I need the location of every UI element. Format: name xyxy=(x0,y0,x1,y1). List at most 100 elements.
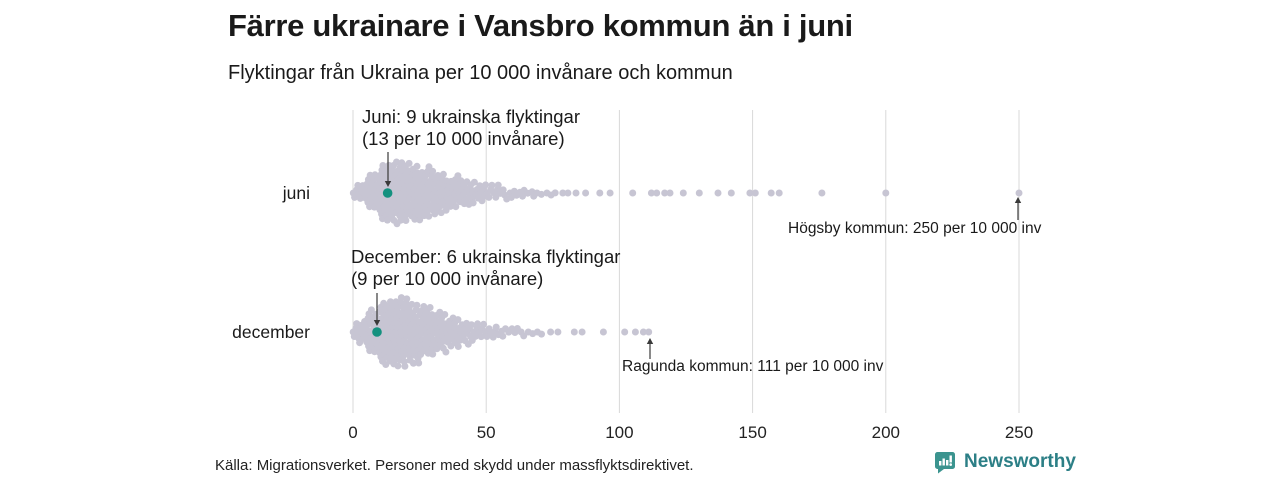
x-tick-label: 50 xyxy=(476,423,496,442)
annotation-arrowhead xyxy=(384,181,392,187)
swarm-dot xyxy=(397,216,405,224)
swarm-dot xyxy=(413,301,421,309)
row-label-juni: juni xyxy=(282,183,310,203)
swarm-dot xyxy=(631,328,639,336)
logo-exclamation-dot-icon xyxy=(949,463,952,466)
x-tick-label: 150 xyxy=(738,423,767,442)
swarm-dot xyxy=(538,330,545,338)
swarm-dot xyxy=(666,189,674,197)
swarm-dot xyxy=(397,294,405,302)
swarm-dot xyxy=(474,320,482,328)
swarm-dot xyxy=(488,181,496,189)
swarm-dot xyxy=(482,181,490,189)
swarm-dot xyxy=(564,189,572,197)
swarm-dot xyxy=(425,212,433,220)
swarm-dot xyxy=(499,332,507,340)
swarm-dot xyxy=(494,181,502,189)
swarm-dot xyxy=(582,189,590,197)
swarm-dot xyxy=(679,189,687,197)
swarm-dot xyxy=(647,189,655,197)
source-note: Källa: Migrationsverket. Personer med sk… xyxy=(215,457,694,474)
swarm-dot xyxy=(439,170,447,178)
swarm-dot xyxy=(751,189,759,197)
x-tick-label: 100 xyxy=(605,423,634,442)
swarm-dot xyxy=(519,192,526,200)
swarm-dot xyxy=(629,189,637,197)
annotation-arrowhead xyxy=(1014,197,1022,203)
logo-exclamation-icon xyxy=(949,455,952,463)
swarm-dot xyxy=(775,189,783,197)
swarm-dot xyxy=(356,194,364,202)
annotation-line: (9 per 10 000 invånare) xyxy=(351,268,544,289)
swarm-dot xyxy=(578,328,586,336)
logo-bar-icon xyxy=(946,460,949,466)
swarm-dot xyxy=(401,362,409,370)
swarm-dot xyxy=(480,320,488,328)
swarm-dot xyxy=(452,203,460,211)
swarm-dot xyxy=(714,189,722,197)
swarm-dot xyxy=(413,162,421,170)
annotation-line: (13 per 10 000 invånare) xyxy=(362,128,565,149)
swarm-dot xyxy=(767,189,775,197)
swarm-dot xyxy=(402,217,410,224)
swarm-dot xyxy=(416,216,424,224)
swarm-dot xyxy=(551,189,559,197)
annotation-hogsby: Högsby kommun: 250 per 10 000 inv xyxy=(788,220,1042,237)
swarm-dot xyxy=(454,172,462,180)
swarm-dot xyxy=(572,189,580,197)
logo-bar-icon xyxy=(939,461,942,466)
swarm-dot xyxy=(394,362,402,370)
annotation-arrowhead xyxy=(646,338,654,344)
swarm-dot xyxy=(492,323,500,331)
swarm-dot xyxy=(489,333,497,341)
swarm-dot xyxy=(429,167,437,175)
swarm-dot xyxy=(393,158,400,166)
swarm-dot xyxy=(415,359,423,367)
swarm-dot xyxy=(537,190,545,198)
swarm-dot xyxy=(454,343,462,350)
highlight-dot xyxy=(382,188,393,198)
newsworthy-logo[interactable]: Newsworthy xyxy=(933,450,1076,474)
swarm-dot xyxy=(746,189,754,197)
swarm-dot xyxy=(367,306,375,314)
swarm-dot xyxy=(727,189,735,197)
swarm-dot xyxy=(818,189,826,197)
annotation-ragunda: Ragunda kommun: 111 per 10 000 inv xyxy=(622,358,884,375)
x-tick-label: 250 xyxy=(1004,423,1034,442)
swarm-dot xyxy=(354,181,362,189)
swarm-dot xyxy=(470,178,478,186)
swarm-dot xyxy=(639,328,647,336)
swarm-dot xyxy=(442,348,450,356)
swarm-dot xyxy=(409,359,417,367)
row-label-december: december xyxy=(232,322,310,342)
swarm-dot xyxy=(520,332,528,340)
annotation-line: December: 6 ukrainska flyktingar xyxy=(351,246,621,267)
annotation-juni-highlight: Juni: 9 ukrainska flyktingar (13 per 10 … xyxy=(362,106,580,150)
swarm-dot xyxy=(599,328,607,336)
swarm-dot xyxy=(429,350,437,358)
logo-bar-icon xyxy=(942,458,945,466)
swarm-dot xyxy=(695,189,703,197)
swarm-dot xyxy=(559,189,567,197)
page-title: Färre ukrainare i Vansbro kommun än i ju… xyxy=(228,8,853,43)
swarm-dot xyxy=(645,328,653,336)
swarm-dot xyxy=(469,199,477,207)
swarm-dot xyxy=(1015,189,1023,197)
swarm-dot xyxy=(426,304,434,311)
swarm-dot xyxy=(596,189,604,197)
newsworthy-logo-text: Newsworthy xyxy=(964,451,1076,472)
swarm-dot xyxy=(621,328,629,336)
swarm-dot xyxy=(653,189,661,197)
swarm-dot xyxy=(606,189,614,197)
page-subtitle: Flyktingar från Ukraina per 10 000 invån… xyxy=(228,62,733,84)
swarm-dot xyxy=(454,316,462,324)
newsworthy-logo-icon xyxy=(935,452,955,474)
x-tick-label: 0 xyxy=(348,423,358,442)
x-tick-label: 200 xyxy=(871,423,900,442)
swarm-dot xyxy=(468,321,475,329)
swarm-dot xyxy=(661,189,669,197)
swarm-dot xyxy=(554,328,562,336)
swarm-dot xyxy=(477,333,485,341)
